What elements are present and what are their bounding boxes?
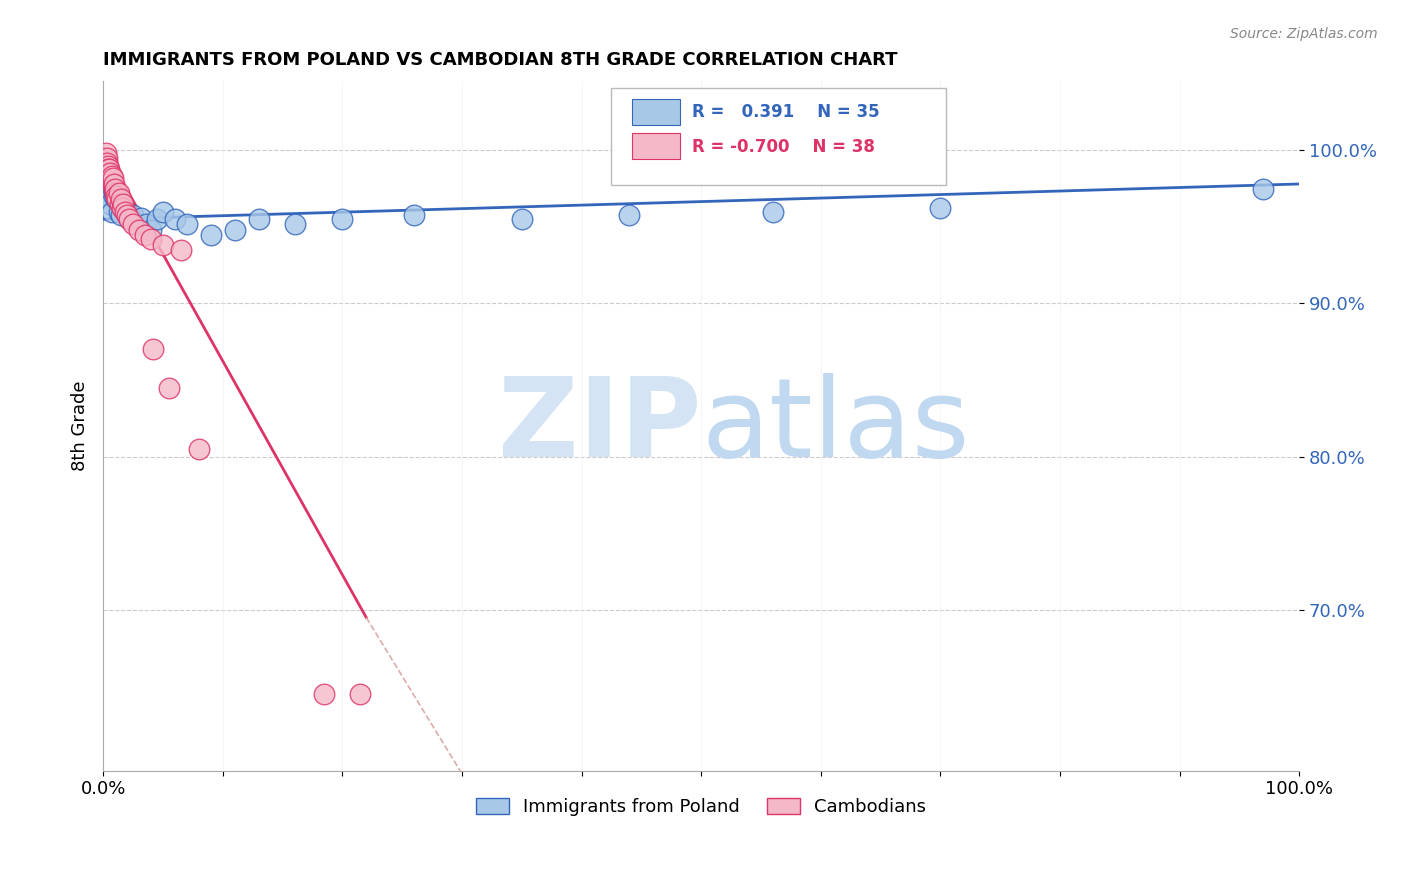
Point <box>98 166 121 180</box>
Point <box>103 177 125 191</box>
Point <box>115 204 138 219</box>
Point <box>224 223 246 237</box>
Point <box>96 155 118 169</box>
Text: R =   0.391    N = 35: R = 0.391 N = 35 <box>692 103 879 121</box>
Point <box>97 159 120 173</box>
Point <box>762 204 785 219</box>
Point <box>157 381 180 395</box>
Point <box>146 212 169 227</box>
Point <box>111 202 134 216</box>
Point <box>128 223 150 237</box>
Y-axis label: 8th Grade: 8th Grade <box>72 381 89 471</box>
Point <box>100 174 122 188</box>
Point <box>118 212 141 227</box>
Text: Source: ZipAtlas.com: Source: ZipAtlas.com <box>1230 27 1378 41</box>
Point <box>110 208 132 222</box>
Point <box>97 181 120 195</box>
Point <box>135 217 157 231</box>
Point <box>97 161 120 176</box>
Point <box>134 227 156 242</box>
Point <box>152 204 174 219</box>
Point <box>107 189 129 203</box>
Point <box>108 197 131 211</box>
Point <box>125 217 148 231</box>
Point <box>114 204 136 219</box>
Point <box>105 192 128 206</box>
Point <box>163 212 186 227</box>
Point <box>314 687 336 701</box>
Point <box>122 208 145 222</box>
Point <box>139 232 162 246</box>
Point <box>187 442 209 456</box>
Point <box>152 238 174 252</box>
Point <box>283 217 305 231</box>
Point <box>107 204 129 219</box>
Point <box>98 189 121 203</box>
FancyBboxPatch shape <box>612 88 946 185</box>
Text: IMMIGRANTS FROM POLAND VS CAMBODIAN 8TH GRADE CORRELATION CHART: IMMIGRANTS FROM POLAND VS CAMBODIAN 8TH … <box>103 51 897 69</box>
Text: atlas: atlas <box>702 373 970 480</box>
Point <box>110 192 132 206</box>
Point <box>139 223 162 237</box>
Point <box>142 343 165 357</box>
Point <box>105 189 128 203</box>
Point <box>107 192 129 206</box>
Point <box>112 197 135 211</box>
Point <box>330 212 353 227</box>
Point <box>619 208 641 222</box>
Point <box>100 169 122 184</box>
Point <box>94 146 117 161</box>
Point <box>96 151 118 165</box>
Point <box>100 204 122 219</box>
Point <box>98 161 121 176</box>
Text: ZIP: ZIP <box>498 373 702 480</box>
Point <box>176 217 198 231</box>
Point <box>98 197 121 211</box>
Point <box>404 208 426 222</box>
Point <box>101 170 124 185</box>
Point <box>118 212 141 227</box>
Point <box>122 217 145 231</box>
FancyBboxPatch shape <box>631 99 679 125</box>
Point <box>98 166 121 180</box>
Point <box>101 181 124 195</box>
Text: R = -0.700    N = 38: R = -0.700 N = 38 <box>692 138 875 156</box>
Point <box>247 212 270 227</box>
Point <box>349 687 371 701</box>
Point <box>929 202 952 216</box>
Legend: Immigrants from Poland, Cambodians: Immigrants from Poland, Cambodians <box>470 791 934 823</box>
Point <box>170 243 193 257</box>
Point <box>115 208 138 222</box>
Point <box>104 181 127 195</box>
Point <box>101 177 124 191</box>
Point <box>200 227 222 242</box>
Point <box>112 200 135 214</box>
Point <box>104 186 127 201</box>
Point <box>104 186 127 201</box>
Point <box>131 211 153 225</box>
Point <box>103 181 125 195</box>
Point <box>1253 181 1275 195</box>
Point <box>510 212 533 227</box>
FancyBboxPatch shape <box>631 133 679 160</box>
Point <box>107 186 129 201</box>
Point <box>103 189 125 203</box>
Point <box>98 170 121 185</box>
